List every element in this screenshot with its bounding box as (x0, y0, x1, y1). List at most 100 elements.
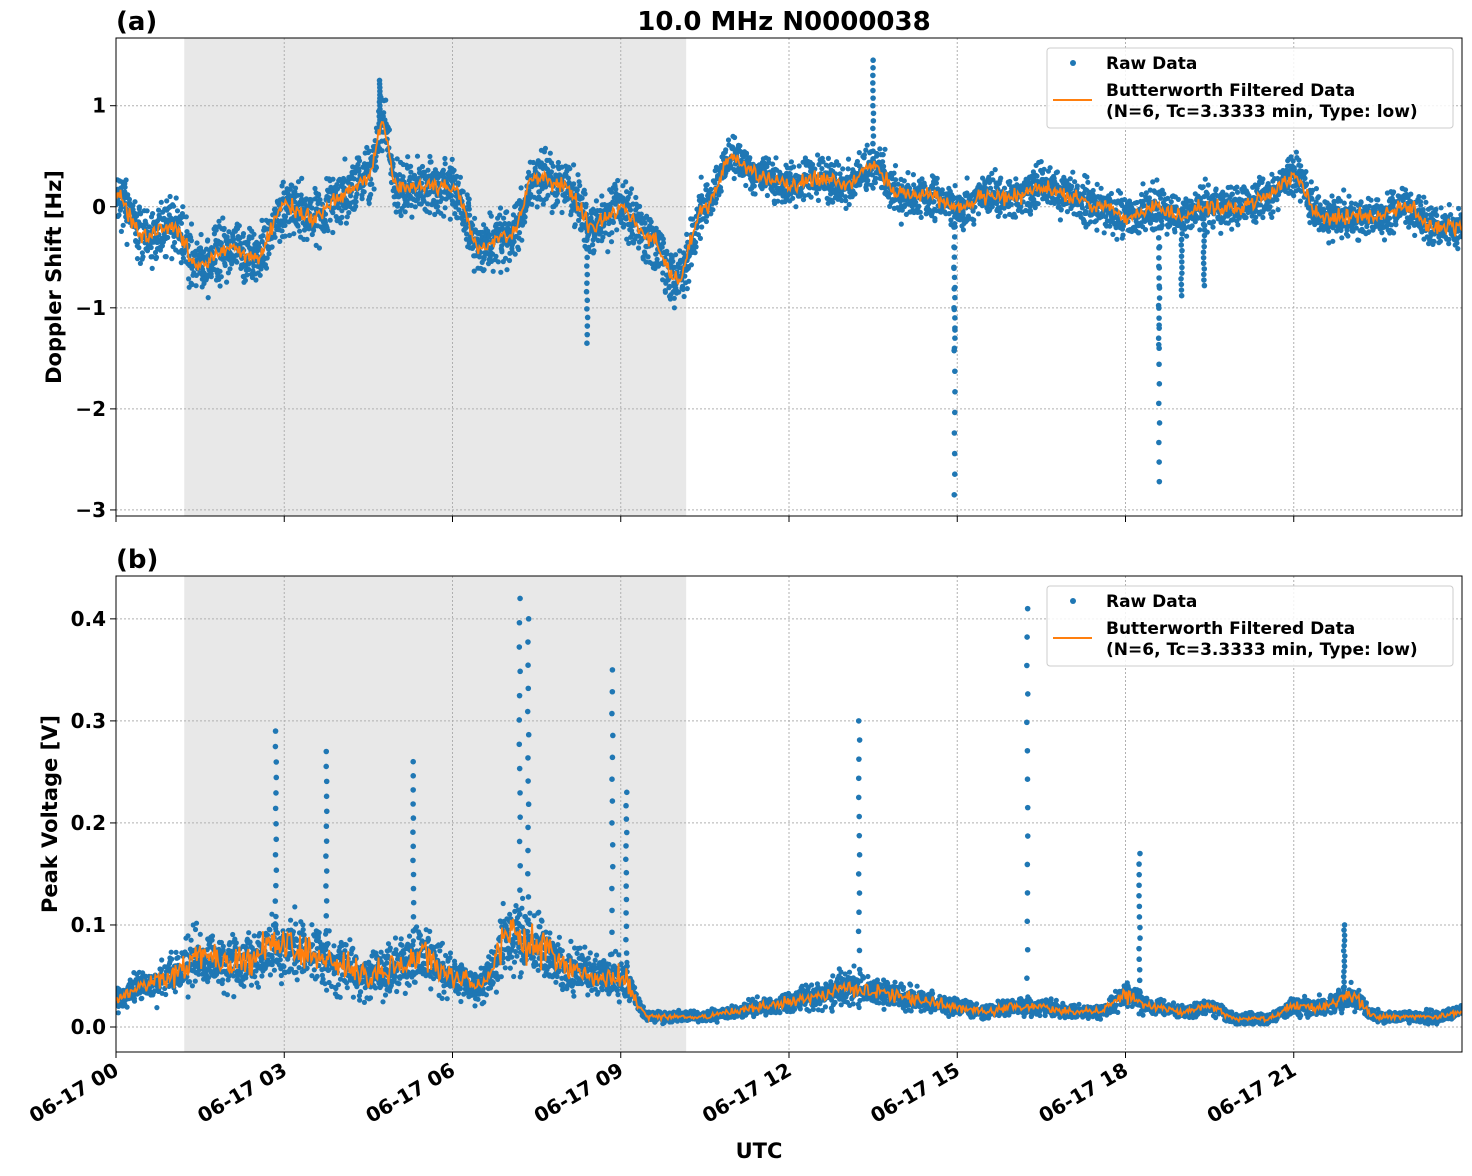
raw-point (1456, 206, 1461, 211)
raw-point (399, 213, 404, 218)
raw-point (302, 227, 307, 232)
raw-point (1421, 195, 1426, 200)
raw-point (1203, 177, 1208, 182)
raw-point (952, 335, 958, 341)
raw-point (150, 266, 155, 271)
raw-point (871, 133, 877, 139)
raw-point (1156, 215, 1162, 221)
raw-point (893, 163, 898, 168)
raw-point (442, 156, 447, 161)
raw-point (775, 199, 780, 204)
raw-point (387, 127, 392, 132)
raw-point (952, 471, 958, 477)
raw-point (199, 232, 204, 237)
raw-point (354, 191, 359, 196)
raw-point (461, 189, 466, 194)
raw-point (684, 232, 689, 237)
raw-point (1375, 197, 1380, 202)
raw-point (251, 232, 256, 237)
raw-point (870, 148, 876, 154)
raw-point (401, 174, 406, 179)
raw-point (710, 207, 715, 212)
raw-point (241, 231, 246, 236)
raw-point (217, 269, 222, 274)
raw-point (443, 205, 448, 210)
raw-point (1431, 239, 1436, 244)
raw-point (1072, 179, 1077, 184)
raw-point (584, 263, 590, 269)
raw-point (952, 368, 958, 374)
raw-point (599, 193, 604, 198)
raw-point (1169, 199, 1174, 204)
raw-point (1391, 230, 1396, 235)
raw-point (458, 175, 463, 180)
raw-point (405, 154, 410, 159)
legend-filtered-params: (N=6, Tc=3.3333 min, Type: low) (1106, 102, 1418, 122)
raw-point (316, 193, 321, 198)
raw-point (1197, 227, 1202, 232)
raw-point (1309, 179, 1314, 184)
raw-point (1178, 242, 1184, 248)
raw-point (965, 175, 970, 180)
raw-point (1172, 229, 1177, 234)
raw-point (550, 210, 555, 215)
raw-point (773, 155, 778, 160)
raw-point (584, 255, 590, 261)
raw-point (1179, 237, 1185, 243)
raw-point (140, 254, 145, 259)
raw-point (862, 152, 867, 157)
raw-point (1068, 176, 1073, 181)
raw-point (413, 204, 418, 209)
raw-point (594, 198, 599, 203)
raw-point (449, 193, 454, 198)
raw-point (184, 214, 189, 219)
raw-point (220, 215, 225, 220)
raw-point (1147, 195, 1152, 200)
raw-point (377, 78, 383, 84)
raw-point (584, 246, 590, 252)
raw-point (575, 172, 580, 177)
raw-point (819, 166, 824, 171)
raw-point (826, 156, 831, 161)
raw-point (291, 231, 296, 236)
raw-point (136, 245, 141, 250)
raw-point (708, 187, 713, 192)
raw-point (1309, 196, 1314, 201)
raw-point (1201, 261, 1207, 267)
raw-point (456, 180, 461, 185)
raw-point (171, 204, 176, 209)
raw-point (132, 199, 137, 204)
raw-point (409, 215, 414, 220)
raw-point (282, 223, 287, 228)
raw-point (1013, 176, 1018, 181)
raw-point (584, 332, 590, 338)
raw-point (605, 249, 610, 254)
raw-point (935, 176, 940, 181)
legend-filtered-label: Butterworth Filtered Data (1106, 81, 1355, 101)
raw-point (1403, 187, 1408, 192)
raw-point (870, 80, 876, 86)
raw-point (295, 224, 300, 229)
raw-point (1202, 233, 1208, 239)
raw-point (916, 204, 921, 209)
raw-point (1075, 183, 1080, 188)
raw-point (637, 204, 642, 209)
raw-point (1084, 174, 1089, 179)
raw-point (747, 155, 752, 160)
raw-point (737, 143, 742, 148)
raw-point (952, 345, 958, 351)
raw-point (344, 221, 349, 226)
raw-point (1314, 186, 1319, 191)
raw-point (357, 158, 362, 163)
raw-point (165, 235, 170, 240)
raw-point (719, 189, 724, 194)
raw-point (311, 228, 316, 233)
raw-point (1007, 179, 1012, 184)
raw-point (673, 252, 678, 257)
raw-point (1059, 207, 1064, 212)
raw-point (1179, 287, 1185, 293)
raw-point (328, 218, 333, 223)
raw-point (504, 267, 509, 272)
raw-point (124, 242, 129, 247)
